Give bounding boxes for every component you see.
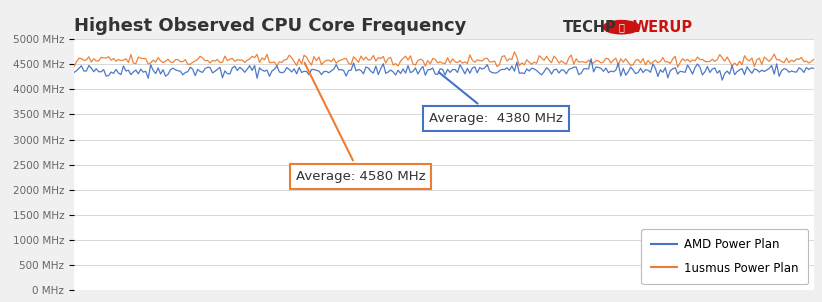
Circle shape xyxy=(603,21,640,34)
Text: P: P xyxy=(604,20,615,35)
Text: Highest Observed CPU Core Frequency: Highest Observed CPU Core Frequency xyxy=(74,17,466,35)
Legend: AMD Power Plan, 1usmus Power Plan: AMD Power Plan, 1usmus Power Plan xyxy=(641,229,808,284)
Text: WERUP: WERUP xyxy=(632,20,692,35)
Text: Average: 4580 MHz: Average: 4580 MHz xyxy=(296,63,426,183)
Text: Average:  4380 MHz: Average: 4380 MHz xyxy=(429,72,563,125)
Text: TECH: TECH xyxy=(563,20,606,35)
Text: ⏻: ⏻ xyxy=(618,22,625,32)
